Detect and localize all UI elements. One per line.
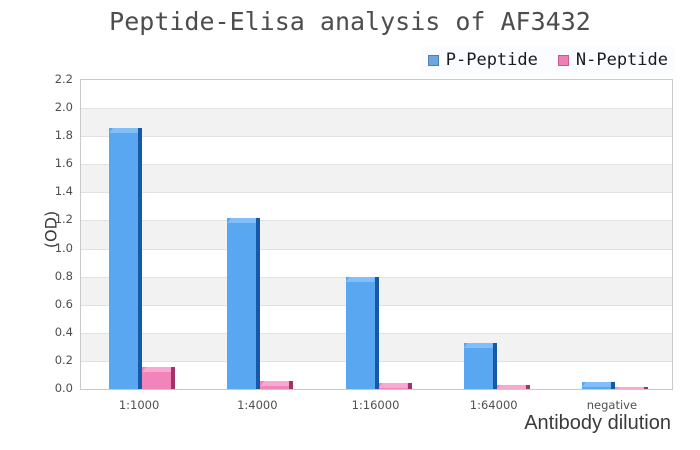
x-axis-label: Antibody dilution bbox=[524, 412, 671, 434]
x-tick-label: 1:64000 bbox=[469, 398, 518, 412]
bar-bevel bbox=[142, 367, 172, 372]
bar-n-peptide bbox=[260, 381, 294, 389]
x-tick-label: 1:4000 bbox=[237, 398, 278, 412]
x-tick-label: 1:16000 bbox=[351, 398, 400, 412]
x-tick-label: 1:1000 bbox=[118, 398, 160, 412]
plot-band bbox=[81, 248, 672, 277]
legend-label: P-Peptide bbox=[445, 50, 538, 70]
legend-swatch-n-peptide bbox=[557, 54, 569, 66]
bar-p-peptide bbox=[463, 343, 497, 389]
gridline bbox=[81, 136, 672, 138]
gridline bbox=[81, 220, 672, 222]
bar-group bbox=[227, 218, 294, 389]
plot-band bbox=[81, 108, 672, 137]
y-tick-label: 1.0 bbox=[54, 240, 73, 255]
legend-label: N-Peptide bbox=[575, 50, 668, 70]
y-tick-label: 0.2 bbox=[54, 352, 73, 367]
plot-band bbox=[81, 164, 672, 193]
plot-band bbox=[81, 80, 672, 109]
gridline bbox=[81, 108, 672, 110]
y-tick-label: 1.8 bbox=[54, 128, 73, 143]
bar-group bbox=[581, 382, 648, 389]
y-tick-label: 0.0 bbox=[54, 381, 73, 395]
bar-n-peptide bbox=[378, 383, 412, 389]
bar-p-peptide bbox=[109, 128, 143, 389]
bar-n-peptide bbox=[142, 367, 176, 389]
y-tick-label: 0.4 bbox=[54, 324, 73, 339]
legend: P-Peptide N-Peptide bbox=[421, 46, 674, 74]
x-tick-label: negative bbox=[586, 398, 638, 412]
y-tick-label: 1.2 bbox=[54, 212, 73, 227]
plot-area bbox=[80, 79, 673, 390]
bar-p-peptide bbox=[227, 218, 261, 389]
legend-item-p-peptide: P-Peptide bbox=[427, 50, 538, 70]
bar-bevel bbox=[227, 218, 257, 223]
bar-bevel bbox=[581, 382, 611, 387]
plot-band bbox=[81, 220, 672, 249]
bar-bevel bbox=[463, 343, 493, 348]
y-tick-label: 1.6 bbox=[54, 156, 73, 171]
legend-swatch-p-peptide bbox=[427, 54, 439, 66]
bar-group bbox=[109, 128, 176, 389]
bar-bevel bbox=[614, 387, 644, 389]
y-tick-label: 0.8 bbox=[54, 268, 73, 283]
bar-bevel bbox=[109, 128, 139, 133]
legend-item-n-peptide: N-Peptide bbox=[557, 50, 668, 70]
y-tick-label: 2.2 bbox=[54, 72, 73, 86]
chart-title: Peptide-Elisa analysis of AF3432 bbox=[109, 7, 591, 36]
bar-bevel bbox=[260, 381, 290, 386]
bar-group bbox=[345, 277, 412, 389]
bar-bevel bbox=[345, 277, 375, 282]
gridline bbox=[81, 192, 672, 194]
plot-band bbox=[81, 136, 672, 165]
bar-bevel bbox=[378, 383, 408, 388]
y-tick-label: 0.6 bbox=[54, 296, 73, 311]
bar-n-peptide bbox=[614, 387, 648, 389]
bar-group bbox=[463, 343, 530, 389]
y-tick-label: 2.0 bbox=[54, 100, 73, 115]
bar-n-peptide bbox=[496, 385, 530, 389]
bar-p-peptide bbox=[345, 277, 379, 389]
bar-p-peptide bbox=[581, 382, 615, 389]
gridline bbox=[81, 164, 672, 166]
plot-band bbox=[81, 192, 672, 221]
bar-bevel bbox=[496, 385, 526, 389]
y-tick-label: 1.4 bbox=[54, 184, 73, 199]
gridline bbox=[81, 248, 672, 250]
